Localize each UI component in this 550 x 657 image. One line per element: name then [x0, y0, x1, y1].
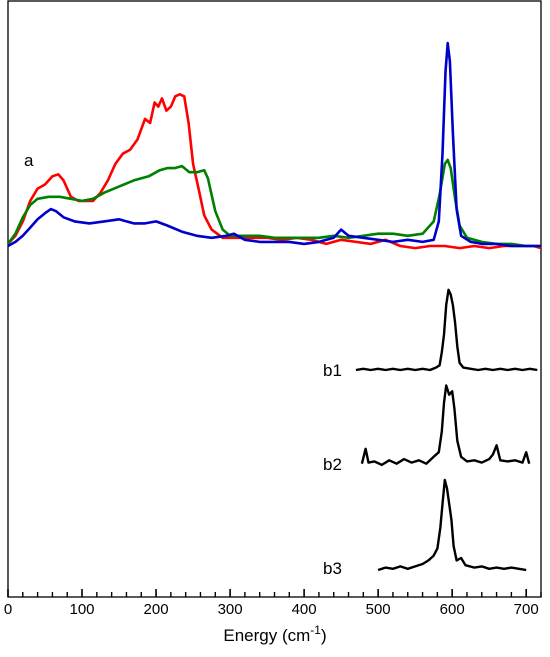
panel-label-a: a: [24, 151, 34, 170]
x-tick-label: 200: [144, 601, 169, 618]
x-axis-ticks: 0 100 200 300 400 500 600 700: [4, 589, 542, 618]
series-line-a: [7, 41, 541, 248]
x-tick-label: 500: [366, 601, 391, 618]
x-tick-label: 400: [292, 601, 317, 618]
x-tick-label: 300: [218, 601, 243, 618]
plot-frame: [7, 0, 542, 598]
series-line-a: [7, 93, 542, 250]
x-axis-title: Energy (cm-1): [223, 623, 326, 645]
x-tick-label: 100: [70, 601, 95, 618]
panel-label-b2: b2: [323, 455, 342, 474]
panel-label-b3: b3: [323, 559, 342, 578]
panel-label-b1: b1: [323, 361, 342, 380]
x-tick-label: 700: [514, 601, 539, 618]
x-axis-title-close: ): [321, 626, 327, 645]
x-axis-title-text: Energy (cm: [223, 626, 310, 645]
series-line-b3: [377, 478, 527, 572]
x-tick-label: 0: [4, 601, 12, 618]
series-line-b1: [355, 288, 538, 372]
series-line-b2: [360, 384, 531, 467]
series-group: [6, 41, 542, 572]
x-axis-title-superscript: -1: [310, 623, 321, 637]
x-tick-label: 600: [440, 601, 465, 618]
panel-labels: a b1 b2 b3: [24, 151, 342, 578]
series-line-a: [6, 158, 541, 248]
